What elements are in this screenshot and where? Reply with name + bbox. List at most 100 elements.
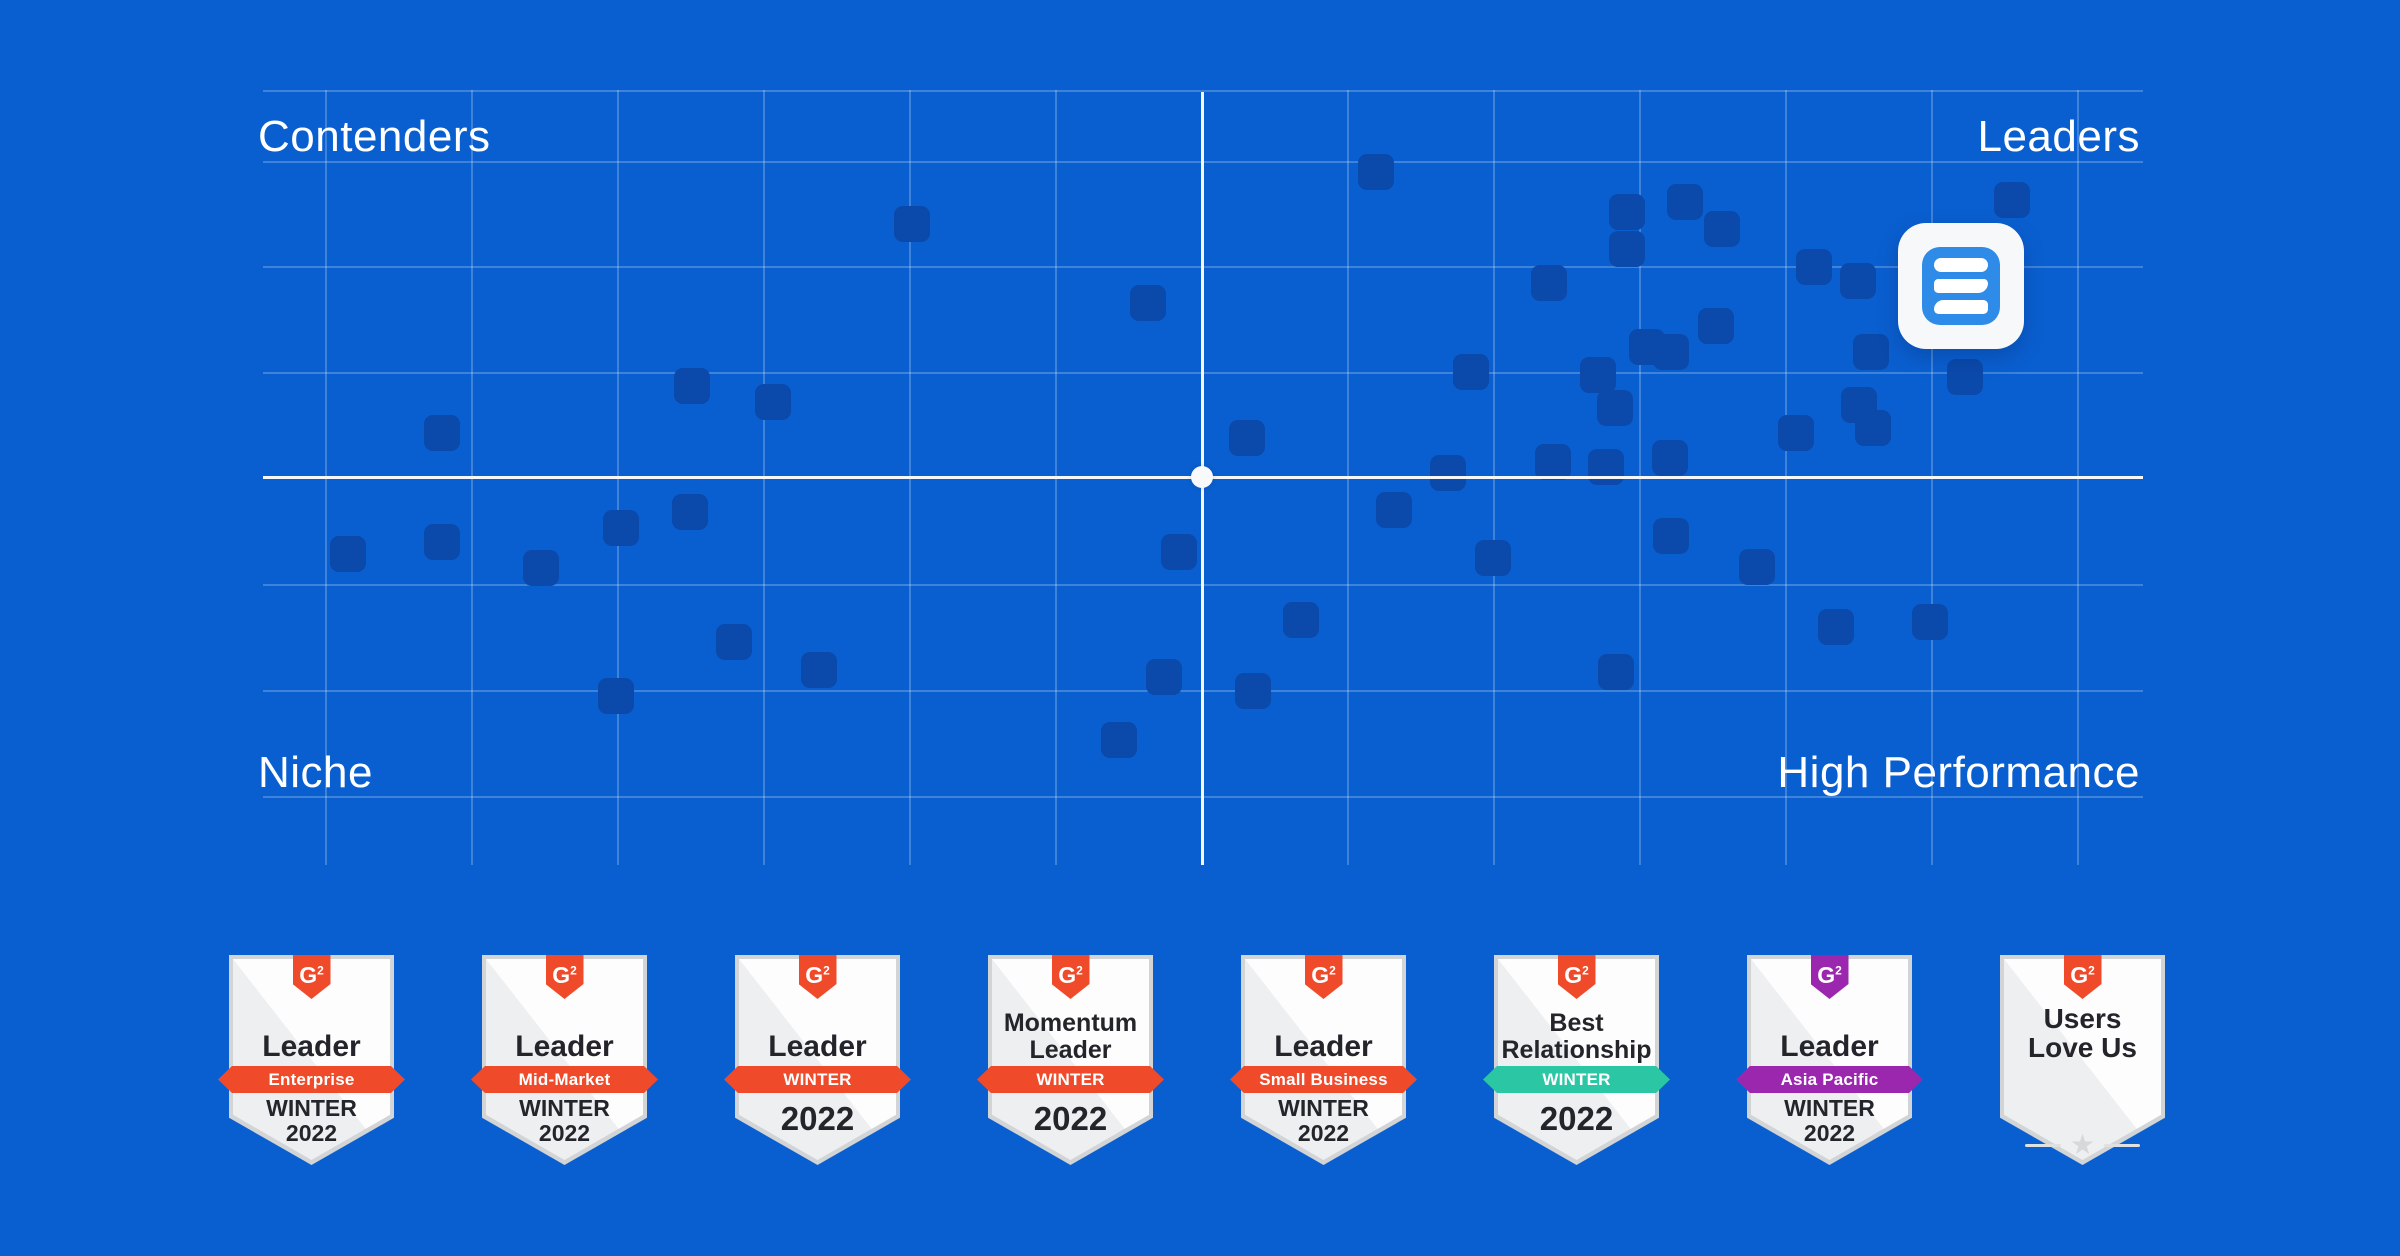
badge-title-line: Leader (262, 1030, 361, 1064)
badge-season: WINTER 2022 (1747, 1095, 1912, 1147)
scatter-point (1475, 540, 1511, 576)
badge-shield-face (1245, 959, 1402, 1160)
badge-users-love-us: G2 Users Love Us ★ (2000, 955, 2165, 1165)
badge-leader-enterprise: G2 Leader Enterprise WINTER 2022 (229, 955, 394, 1165)
scatter-point (1853, 334, 1889, 370)
scatter-point (1698, 308, 1734, 344)
divider-line (2024, 1143, 2061, 1147)
badge-title: Leader (1749, 999, 1910, 1063)
badge-season-line: 2022 (1803, 1120, 1856, 1147)
scatter-point (672, 494, 708, 530)
scatter-point (1652, 440, 1688, 476)
badge-best-relationship: G2 Best Relationship WINTER 2022 (1494, 955, 1659, 1165)
scatter-point (523, 550, 559, 586)
badge-ribbon: Enterprise (218, 1066, 405, 1093)
scatter-point (424, 415, 460, 451)
badge-leader-small-business: G2 Leader Small Business WINTER 2022 (1241, 955, 1406, 1165)
scatter-point (1229, 420, 1265, 456)
badge-title-line: Relationship (1501, 1035, 1652, 1064)
scatter-point (1430, 455, 1466, 491)
badge-title: Users Love Us (2002, 999, 2163, 1063)
scatter-point (1609, 231, 1645, 267)
badge-title-line: Love Us (2028, 1032, 2137, 1064)
badge-title: Momentum Leader (990, 999, 1151, 1063)
divider-line (2104, 1143, 2141, 1147)
gridline-horizontal (263, 90, 2143, 92)
badge-shield-face (1751, 959, 1908, 1160)
badge-ribbon: Mid-Market (471, 1066, 658, 1093)
scatter-point (1235, 673, 1271, 709)
badge-season: WINTER 2022 (1241, 1095, 1406, 1147)
scatter-point (1146, 659, 1182, 695)
scatter-point (1653, 518, 1689, 554)
scatter-point (1667, 184, 1703, 220)
scatter-point (1597, 390, 1633, 426)
scatter-point (1580, 357, 1616, 393)
scatter-point (1376, 492, 1412, 528)
badge-title-line: Best (1549, 1009, 1604, 1037)
badge-title: Leader (484, 999, 645, 1063)
badge-season-line: 2022 (1539, 1100, 1614, 1137)
scatter-point (1855, 410, 1891, 446)
scatter-point (424, 524, 460, 560)
document-list-icon (1922, 247, 2000, 325)
badge-leader-asia-pacific: G2 Leader Asia Pacific WINTER 2022 (1747, 955, 1912, 1165)
scatter-point (1283, 602, 1319, 638)
scatter-point (1818, 609, 1854, 645)
badge-ribbon: Small Business (1230, 1066, 1417, 1093)
scatter-point (1778, 415, 1814, 451)
scatter-point (674, 368, 710, 404)
badge-title-line: Leader (1274, 1030, 1373, 1064)
scatter-point (1531, 265, 1567, 301)
badge-leader-winter: G2 Leader WINTER 2022 (735, 955, 900, 1165)
scatter-point (1796, 249, 1832, 285)
badge-title: Leader (1243, 999, 1404, 1063)
scatter-point (330, 536, 366, 572)
badges-row: G2 Leader Enterprise WINTER 2022 G2 Leader Mid-… (229, 955, 2165, 1167)
badge-season: 2022 (988, 1100, 1153, 1137)
badge-title-line: Momentum (1003, 1009, 1138, 1037)
badge-shield-face (233, 959, 390, 1160)
scatter-point (1535, 444, 1571, 480)
scatter-point (1130, 285, 1166, 321)
product-logo-card (1898, 223, 2024, 349)
logo-bar-top (1934, 258, 1988, 272)
chart-area: Contenders Leaders Niche High Performanc… (258, 90, 2143, 865)
scatter-point (1453, 354, 1489, 390)
badge-star-divider: ★ (2000, 1131, 2165, 1159)
center-marker (1191, 466, 1213, 488)
scatter-point (1101, 722, 1137, 758)
scatter-point (755, 384, 791, 420)
badge-season-line: 2022 (538, 1120, 591, 1147)
badge-title-line: Leader (515, 1030, 614, 1064)
badge-season-line: 2022 (285, 1120, 338, 1147)
badge-season-line: 2022 (1297, 1120, 1350, 1147)
star-icon: ★ (2069, 1129, 2096, 1160)
badge-season-line: WINTER (1784, 1095, 1875, 1121)
scatter-point (1840, 263, 1876, 299)
scatter-point (801, 652, 837, 688)
scatter-point (603, 510, 639, 546)
scatter-point (1653, 334, 1689, 370)
badge-ribbon: WINTER (1483, 1066, 1670, 1093)
badge-title-line: Leader (1780, 1030, 1879, 1064)
badge-season-line: WINTER (1278, 1095, 1369, 1121)
badge-season-line: 2022 (1033, 1100, 1108, 1137)
badge-season: 2022 (1494, 1100, 1659, 1137)
scatter-point (894, 206, 930, 242)
quadrant-label-niche: Niche (258, 748, 373, 797)
quadrant-label-contenders: Contenders (258, 112, 491, 161)
badge-ribbon: WINTER (977, 1066, 1164, 1093)
badge-season-line: 2022 (780, 1100, 855, 1137)
badge-ribbon: Asia Pacific (1736, 1066, 1923, 1093)
badge-leader-mid-market: G2 Leader Mid-Market WINTER 2022 (482, 955, 647, 1165)
badge-title-line: Leader (768, 1030, 867, 1064)
quadrant-label-high-performance: High Performance (1777, 748, 2140, 797)
scatter-point (1994, 182, 2030, 218)
scatter-point (716, 624, 752, 660)
scatter-point (1912, 604, 1948, 640)
g2-logo-icon: G2 (545, 955, 584, 999)
badge-ribbon: WINTER (724, 1066, 911, 1093)
badge-season: 2022 (735, 1100, 900, 1137)
